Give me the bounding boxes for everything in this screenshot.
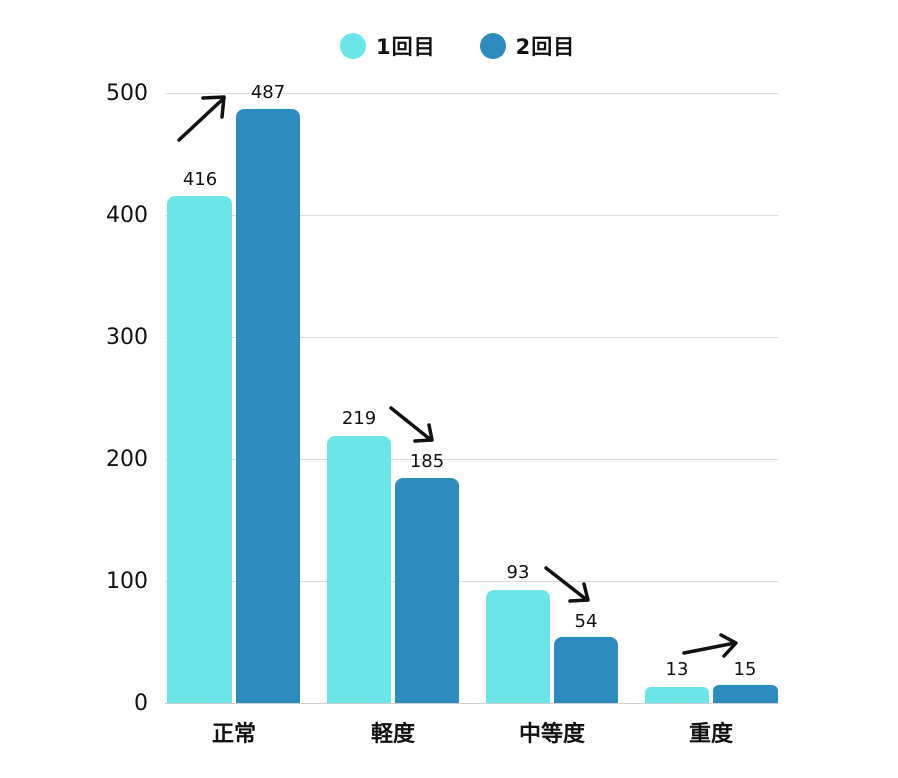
bar-series1-moderate: [486, 590, 550, 703]
y-tick-500: 500: [106, 81, 148, 106]
gridline-500: [165, 93, 778, 94]
value-label-series2-severe: 15: [733, 659, 757, 680]
bar-series2-moderate: [554, 637, 618, 703]
bar-series2-severe: [713, 685, 778, 703]
value-label-series2-normal: 487: [250, 82, 286, 103]
arrow-down-right-icon: [389, 406, 434, 443]
arrow-right-icon: [682, 633, 738, 658]
legend-swatch-series1: [340, 33, 366, 59]
legend-swatch-series2: [479, 33, 506, 59]
value-label-series1-severe: 13: [665, 659, 689, 680]
x-category-normal: 正常: [211, 722, 256, 747]
value-label-series1-normal: 416: [182, 169, 218, 190]
x-category-severe: 重度: [688, 722, 733, 747]
gridline-300: [165, 337, 778, 338]
legend-label-series2: 2回目: [515, 35, 576, 59]
y-tick-200: 200: [106, 447, 148, 472]
value-label-series1-moderate: 93: [506, 562, 530, 583]
value-label-series2-mild: 185: [409, 451, 445, 472]
chart-legend: 1回目 2回目: [340, 30, 619, 62]
x-category-moderate: 中等度: [518, 722, 585, 747]
value-label-series2-moderate: 54: [574, 611, 598, 632]
x-axis-baseline: [165, 703, 778, 704]
y-tick-300: 300: [106, 325, 148, 350]
legend-item-series1: 1回目: [340, 31, 436, 61]
y-tick-0: 0: [134, 691, 148, 716]
arrow-down-right-icon: [544, 566, 590, 603]
bar-series1-normal: [167, 196, 232, 703]
bar-series1-severe: [645, 687, 709, 703]
y-tick-100: 100: [106, 569, 148, 594]
value-label-series1-mild: 219: [341, 408, 377, 429]
gridline-100: [165, 581, 778, 582]
y-tick-400: 400: [106, 203, 148, 228]
legend-item-series2: 2回目: [479, 31, 576, 61]
arrow-up-right-icon: [177, 95, 226, 142]
bar-series2-mild: [395, 478, 459, 703]
x-category-mild: 軽度: [370, 722, 415, 747]
gridline-200: [165, 459, 778, 460]
legend-label-series1: 1回目: [376, 35, 436, 59]
gridline-400: [165, 215, 778, 216]
bar-series2-normal: [236, 109, 300, 703]
bar-series1-mild: [327, 436, 391, 703]
